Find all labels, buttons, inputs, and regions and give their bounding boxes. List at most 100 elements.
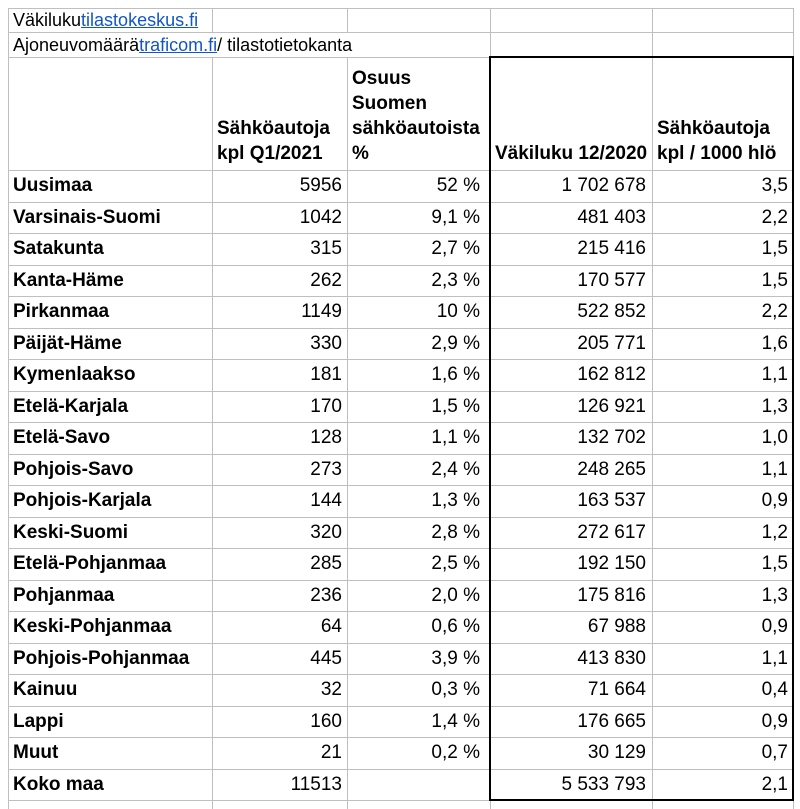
cell-population[interactable]: 67 988 [491, 612, 653, 644]
cell-population[interactable]: 5 533 793 [491, 769, 653, 801]
header-share[interactable]: Osuus Suomen sähköautoista % [348, 58, 491, 171]
cell-region[interactable]: Pohjois-Karjala [9, 486, 213, 518]
cell-ev-count[interactable]: 181 [213, 360, 348, 392]
cell-region[interactable]: Päijät-Häme [9, 328, 213, 360]
cell-empty[interactable] [653, 9, 794, 33]
cell-population[interactable]: 248 265 [491, 454, 653, 486]
cell-share[interactable]: 9,1 % [348, 202, 491, 234]
cell-region[interactable]: Satakunta [9, 234, 213, 266]
cell-region[interactable]: Kanta-Häme [9, 265, 213, 297]
cell-share[interactable]: 1,5 % [348, 391, 491, 423]
cell-ev-count[interactable]: 5956 [213, 171, 348, 203]
cell-population[interactable]: 205 771 [491, 328, 653, 360]
cell-population[interactable]: 272 617 [491, 517, 653, 549]
link-tilastokeskus[interactable]: tilastokeskus.fi [81, 10, 199, 30]
cell-per-1000[interactable]: 2,2 [653, 202, 794, 234]
cell-population[interactable]: 126 921 [491, 391, 653, 423]
cell-share[interactable]: 2,7 % [348, 234, 491, 266]
cell-share[interactable]: 1,1 % [348, 423, 491, 455]
cell-population[interactable]: 192 150 [491, 549, 653, 581]
cell-region[interactable]: Koko maa [9, 769, 213, 801]
cell-per-1000[interactable]: 1,0 [653, 423, 794, 455]
cell-region[interactable]: Keski-Suomi [9, 517, 213, 549]
cell-population[interactable]: 163 537 [491, 486, 653, 518]
cell-ev-count[interactable]: 315 [213, 234, 348, 266]
cell-share[interactable]: 2,0 % [348, 580, 491, 612]
cell-ev-count[interactable]: 330 [213, 328, 348, 360]
cell-per-1000[interactable]: 1,5 [653, 549, 794, 581]
cell-share[interactable]: 0,2 % [348, 738, 491, 770]
cell-population[interactable]: 30 129 [491, 738, 653, 770]
cell-share[interactable]: 1,3 % [348, 486, 491, 518]
cell-region[interactable]: Kymenlaakso [9, 360, 213, 392]
cell-region[interactable]: Keski-Pohjanmaa [9, 612, 213, 644]
cell-share[interactable]: 52 % [348, 171, 491, 203]
cell-region[interactable]: Pohjois-Pohjanmaa [9, 643, 213, 675]
cell-per-1000[interactable]: 0,9 [653, 706, 794, 738]
cell-per-1000[interactable]: 1,1 [653, 643, 794, 675]
cell-population[interactable]: 71 664 [491, 675, 653, 707]
cell-per-1000[interactable]: 3,5 [653, 171, 794, 203]
cell-per-1000[interactable]: 1,6 [653, 328, 794, 360]
cell-region[interactable]: Pohjanmaa [9, 580, 213, 612]
cell-per-1000[interactable]: 1,2 [653, 517, 794, 549]
cell-population[interactable]: 1 702 678 [491, 171, 653, 203]
cell-population[interactable]: 162 812 [491, 360, 653, 392]
cell-empty[interactable] [653, 33, 794, 58]
cell-per-1000[interactable]: 0,7 [653, 738, 794, 770]
cell-population[interactable]: 413 830 [491, 643, 653, 675]
cell-ev-count[interactable]: 64 [213, 612, 348, 644]
cell-share[interactable]: 2,3 % [348, 265, 491, 297]
cell-empty[interactable] [491, 9, 653, 33]
cell-per-1000[interactable]: 0,9 [653, 486, 794, 518]
cell-ev-count[interactable]: 11513 [213, 769, 348, 801]
cell-population[interactable]: 215 416 [491, 234, 653, 266]
cell-share[interactable]: 0,6 % [348, 612, 491, 644]
cell-ev-count[interactable]: 128 [213, 423, 348, 455]
cell-region[interactable]: Pohjois-Savo [9, 454, 213, 486]
cell-per-1000[interactable]: 0,4 [653, 675, 794, 707]
cell-population[interactable]: 175 816 [491, 580, 653, 612]
cell-population[interactable]: 170 577 [491, 265, 653, 297]
cell-share[interactable]: 2,8 % [348, 517, 491, 549]
cell-ev-count[interactable]: 262 [213, 265, 348, 297]
cell-source-ajoneuvomaara[interactable]: Ajoneuvomäärä traficom.fi / tilastotieto… [9, 33, 491, 58]
cell-region[interactable]: Muut [9, 738, 213, 770]
cell-share[interactable] [348, 769, 491, 801]
cell-population[interactable]: 176 665 [491, 706, 653, 738]
cell-ev-count[interactable]: 445 [213, 643, 348, 675]
cell-population[interactable]: 481 403 [491, 202, 653, 234]
cell-per-1000[interactable]: 1,5 [653, 234, 794, 266]
cell-per-1000[interactable]: 1,3 [653, 580, 794, 612]
cell-ev-count[interactable]: 236 [213, 580, 348, 612]
cell-share[interactable]: 10 % [348, 297, 491, 329]
cell-per-1000[interactable]: 2,1 [653, 769, 794, 801]
cell-empty[interactable] [213, 9, 348, 33]
cell-region[interactable]: Varsinais-Suomi [9, 202, 213, 234]
cell-ev-count[interactable]: 1042 [213, 202, 348, 234]
cell-region[interactable]: Pirkanmaa [9, 297, 213, 329]
header-ev-count[interactable]: Sähköautoja kpl Q1/2021 [213, 58, 348, 171]
cell-ev-count[interactable]: 1149 [213, 297, 348, 329]
cell-share[interactable]: 3,9 % [348, 643, 491, 675]
cell-per-1000[interactable]: 1,1 [653, 454, 794, 486]
cell-share[interactable]: 1,4 % [348, 706, 491, 738]
header-region[interactable] [9, 58, 213, 171]
header-population[interactable]: Väkiluku 12/2020 [491, 58, 653, 171]
cell-per-1000[interactable]: 2,2 [653, 297, 794, 329]
cell-share[interactable]: 2,9 % [348, 328, 491, 360]
cell-share[interactable]: 1,6 % [348, 360, 491, 392]
cell-ev-count[interactable]: 170 [213, 391, 348, 423]
cell-ev-count[interactable]: 160 [213, 706, 348, 738]
cell-ev-count[interactable]: 320 [213, 517, 348, 549]
cell-empty[interactable] [491, 33, 653, 58]
cell-per-1000[interactable]: 1,5 [653, 265, 794, 297]
cell-share[interactable]: 2,5 % [348, 549, 491, 581]
cell-region[interactable]: Kainuu [9, 675, 213, 707]
cell-ev-count[interactable]: 21 [213, 738, 348, 770]
cell-share[interactable]: 0,3 % [348, 675, 491, 707]
header-per-1000[interactable]: Sähköautoja kpl / 1000 hlö [653, 58, 794, 171]
cell-ev-count[interactable]: 273 [213, 454, 348, 486]
cell-empty[interactable] [348, 9, 491, 33]
cell-region[interactable]: Etelä-Pohjanmaa [9, 549, 213, 581]
